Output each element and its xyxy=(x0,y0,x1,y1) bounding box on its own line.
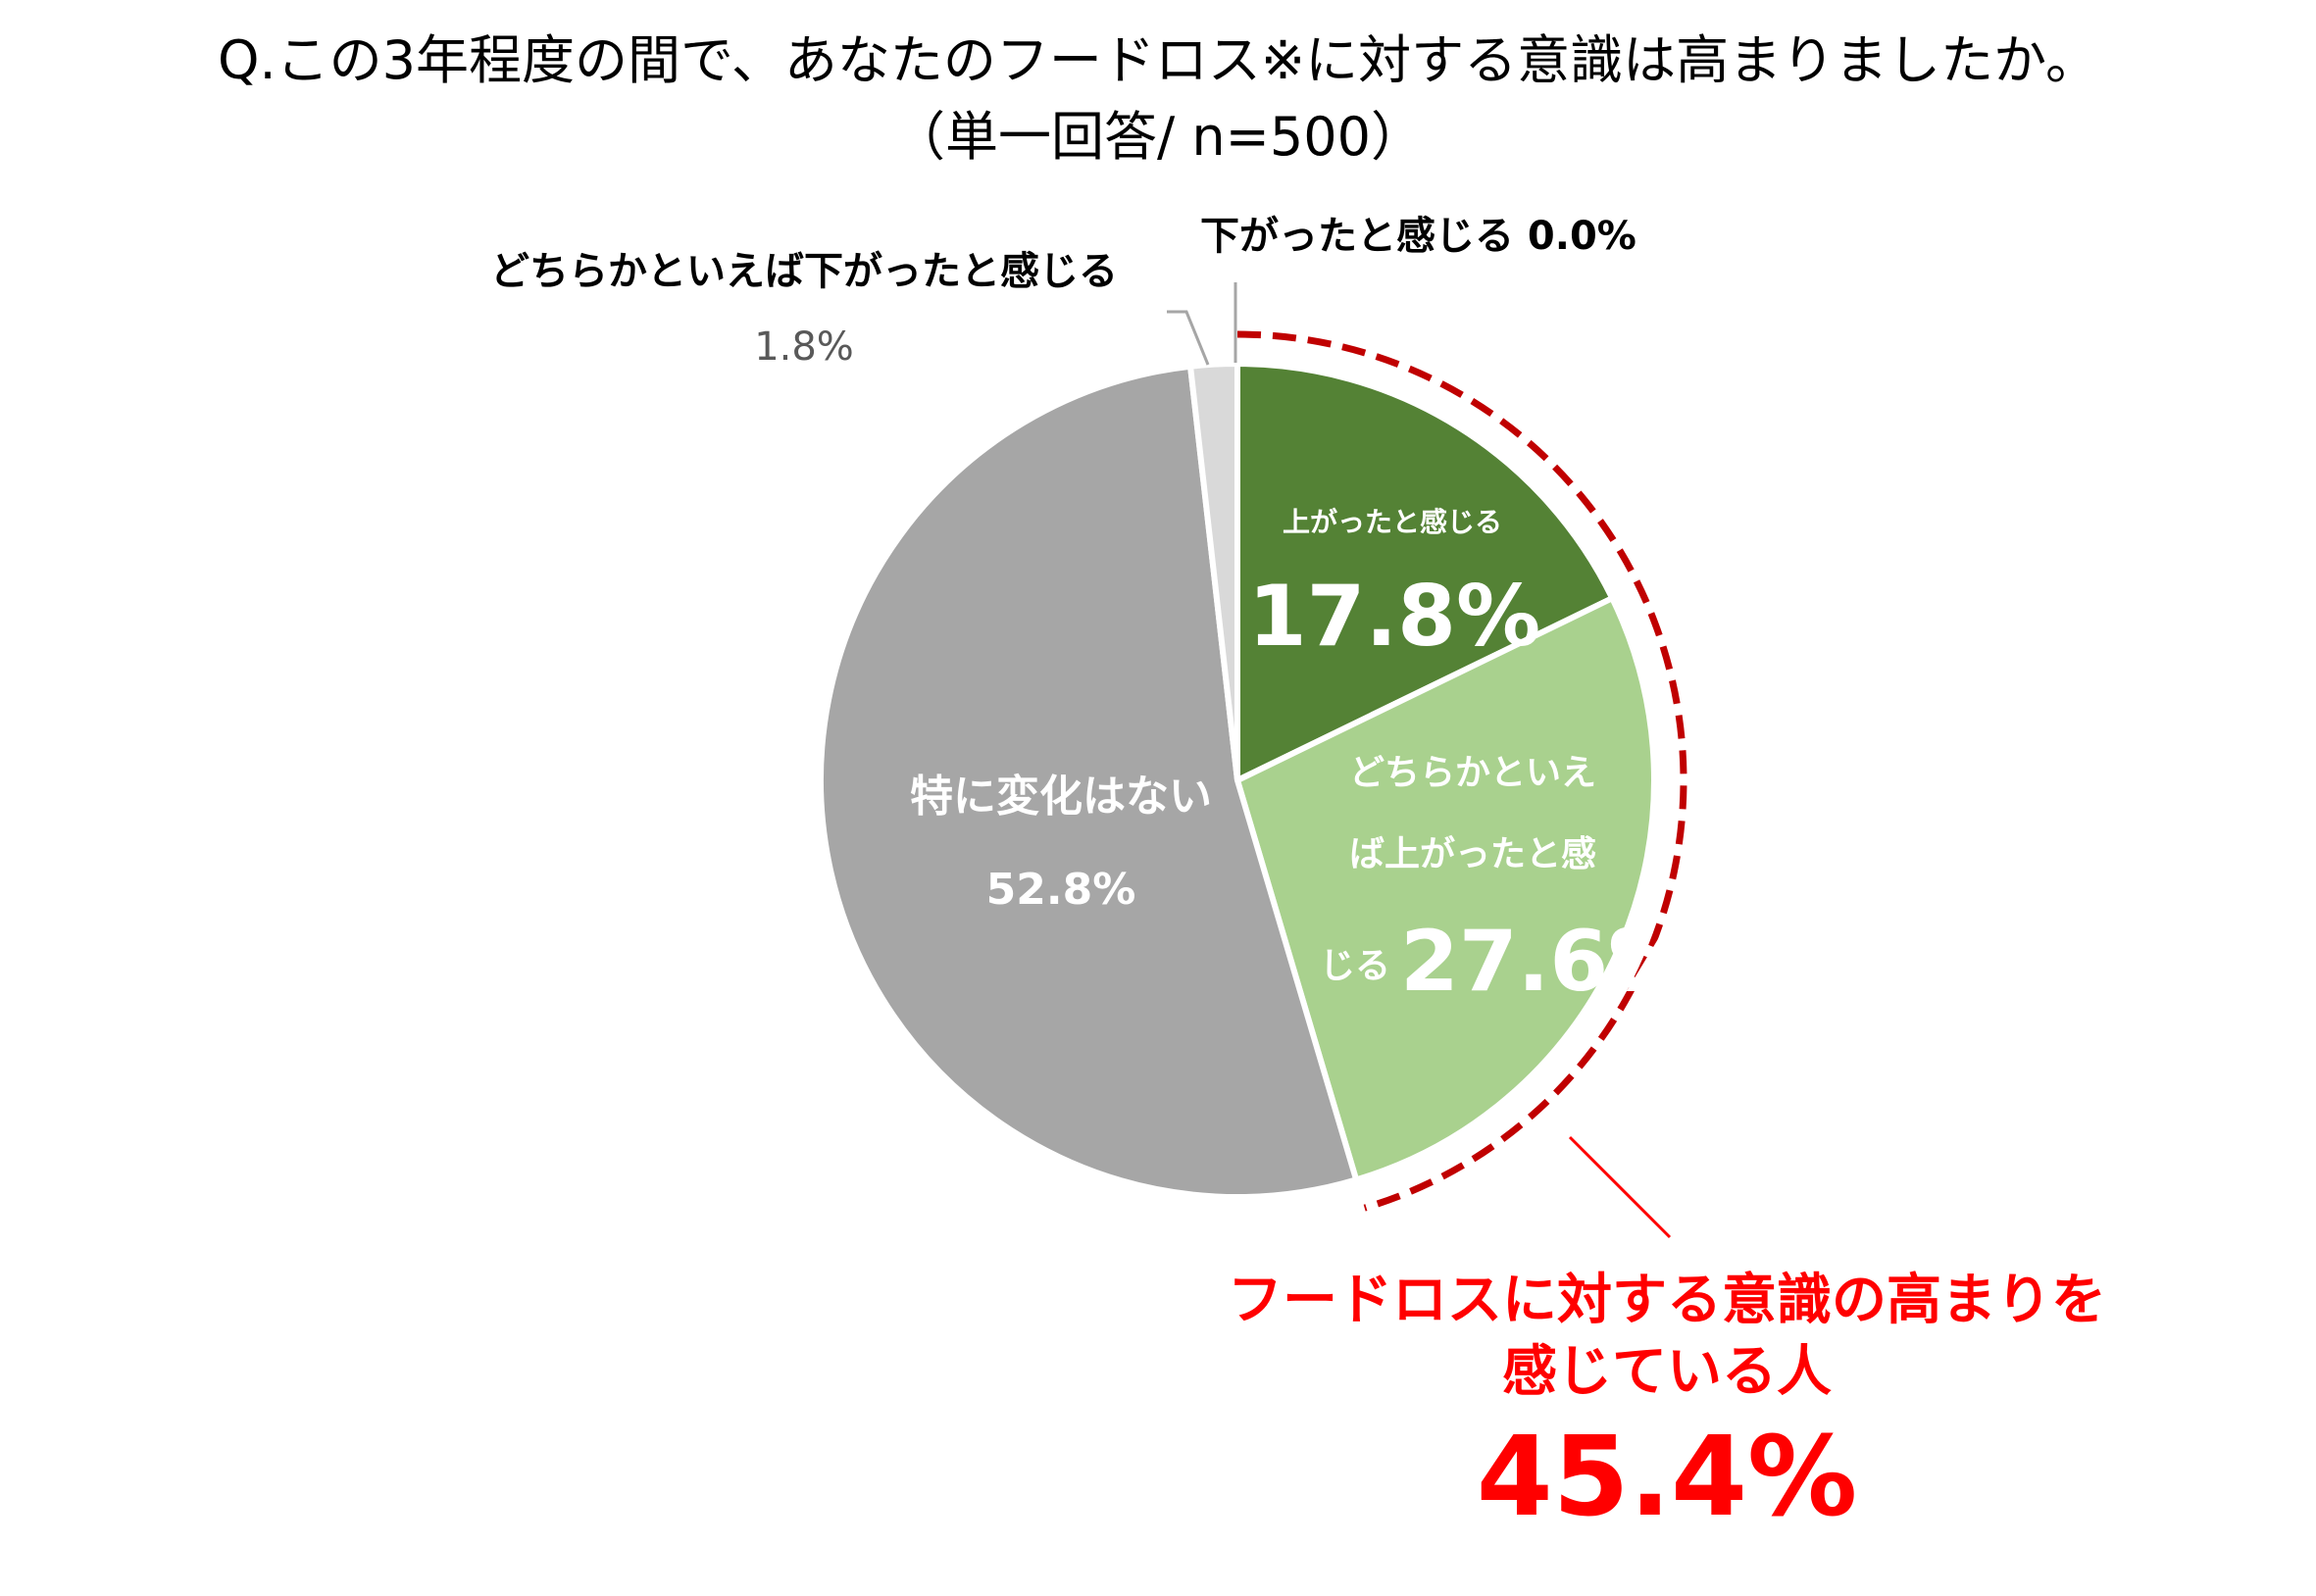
label-somewhat-up-line2: ば上がったと感 xyxy=(1349,834,1596,874)
callout-text-line1: フードロスに対する意識の高まりを xyxy=(1228,1269,2106,1332)
leader-line-somewhat-down xyxy=(1167,310,1210,366)
value-somewhat-down: 1.8% xyxy=(754,324,854,370)
value-up: 17.8% xyxy=(1248,568,1540,666)
label-somewhat-up-line1: どちらかといえ xyxy=(1349,753,1596,793)
chart-subtitle: （単一回答/ n=500） xyxy=(892,106,1424,168)
callout-value: 45.4% xyxy=(1477,1414,1858,1541)
callout-leader-line xyxy=(1568,1135,1672,1239)
value-no-change: 52.8% xyxy=(986,865,1136,915)
label-somewhat-down: どちらかといえば下がったと感じる xyxy=(490,249,1118,294)
pie-slices xyxy=(818,360,1657,1200)
label-no-change: 特に変化はない xyxy=(910,772,1212,822)
highlight-dashed-arc xyxy=(1236,330,1687,1212)
slice-no-change xyxy=(818,363,1360,1200)
value-somewhat-up: 27.6% xyxy=(1400,913,1692,1011)
label-down: 下がったと感じる 0.0% xyxy=(1200,214,1636,259)
callout-text-line2: 感じている人 xyxy=(1502,1340,1832,1404)
label-up: 上がったと感じる xyxy=(1283,506,1502,538)
chart-title: Q.この3年程度の間で、あなたのフードロス※に対する意識は高まりましたか。 xyxy=(218,29,2098,91)
slice-somewhat-down xyxy=(1186,360,1240,781)
label-somewhat-up-line3: じる xyxy=(1320,946,1390,986)
slice-up xyxy=(1234,360,1617,785)
slice-somewhat-up xyxy=(1234,594,1657,1184)
